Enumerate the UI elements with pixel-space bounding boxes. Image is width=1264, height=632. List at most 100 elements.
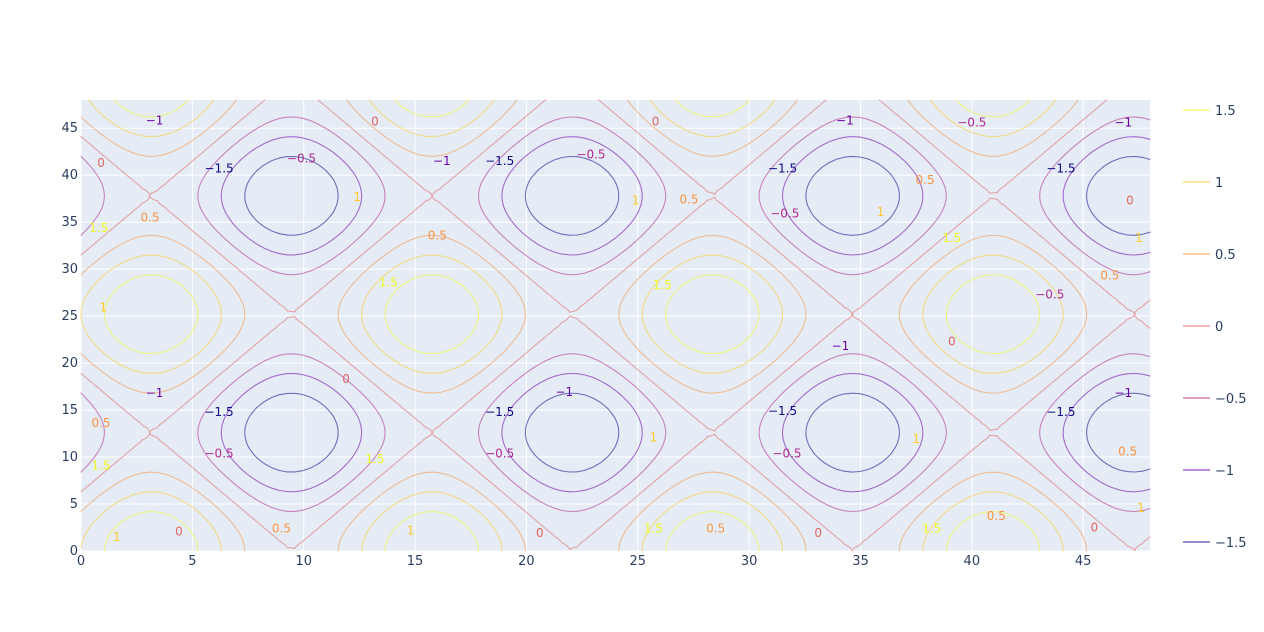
contour-label: 1: [1137, 501, 1145, 515]
contour-label: 1.5: [379, 275, 398, 289]
y-tick-label: 5: [70, 497, 78, 512]
contour-label: 1.5: [365, 452, 384, 466]
contour-label: 0.5: [140, 210, 159, 224]
contour-label: 0: [652, 115, 660, 129]
contour-line-−0.5: [80, 116, 1151, 513]
legend-item[interactable]: −0.5: [1183, 392, 1247, 407]
y-tick-label: 40: [61, 168, 78, 183]
x-tick-label: 20: [518, 554, 535, 569]
x-tick-label: 5: [188, 554, 196, 569]
plot-area-background: [81, 100, 1150, 551]
contour-label: 1.5: [653, 278, 672, 292]
contour-label: 1: [113, 530, 121, 544]
contour-line-1.5: [103, 99, 1041, 552]
legend-label: −0.5: [1215, 392, 1247, 407]
contour-label: −1.5: [205, 405, 234, 419]
contour-label: −0.5: [1035, 287, 1064, 301]
contour-label: −1: [836, 114, 854, 128]
contour-label: 1: [1135, 231, 1143, 245]
contour-label: −1.5: [1046, 162, 1075, 176]
y-axis-ticks: 0 5 10 15 20 25 30 35 40 45: [61, 121, 78, 559]
contour-label: −0.5: [576, 147, 605, 161]
contour-label: 1.5: [91, 458, 110, 472]
contour-label: 0.5: [706, 521, 725, 535]
contour-label: 1.5: [922, 521, 941, 535]
contour-label: −0.5: [772, 446, 801, 460]
legend-label: 0: [1215, 320, 1223, 335]
contour-label: −1.5: [485, 154, 514, 168]
contour-line-0: [80, 99, 1151, 552]
contour-label: −0.5: [485, 446, 514, 460]
legend-item[interactable]: 1: [1183, 176, 1223, 191]
contour-label: −0.5: [287, 151, 316, 165]
y-tick-label: 20: [61, 356, 78, 371]
x-tick-label: 35: [852, 554, 869, 569]
x-tick-label: 25: [629, 554, 646, 569]
contour-label: 0.5: [272, 521, 291, 535]
contour-label: 0: [342, 372, 350, 386]
legend-label: −1: [1215, 464, 1234, 479]
x-tick-label: 30: [741, 554, 758, 569]
contour-label: 0.5: [91, 416, 110, 430]
contour-labels: −1.5 −1.5 −1.5 −1.5 −1.5 −1.5 −1.5 −1.5 −1 −1 −1 −1…: [89, 114, 1145, 544]
contour-label: 0: [814, 526, 822, 540]
y-tick-label: 35: [61, 215, 78, 230]
contour-label: −1.5: [205, 162, 234, 176]
contour-line-0.5: [80, 99, 1088, 552]
contour-label: −1: [146, 114, 164, 128]
legend-item[interactable]: −1: [1183, 464, 1234, 479]
legend-label: 0.5: [1215, 248, 1236, 263]
contour-label: 0.5: [916, 173, 935, 187]
contour-label: −1: [146, 386, 164, 400]
contour-label: 0.5: [1118, 444, 1137, 458]
y-tick-label: 45: [61, 121, 78, 136]
legend-label: −1.5: [1215, 536, 1247, 551]
contour-label: −1: [555, 385, 573, 399]
legend-item[interactable]: −1.5: [1183, 536, 1247, 551]
y-tick-label: 10: [61, 450, 78, 465]
contour-label: −1.5: [768, 162, 797, 176]
contour-label: −0.5: [957, 116, 986, 130]
contour-label: 1.5: [644, 521, 663, 535]
contour-label: −1: [1114, 386, 1132, 400]
contour-label: −1.5: [1046, 405, 1075, 419]
x-axis-ticks: 0 5 10 15 20 25 30 35 40 45: [77, 554, 1092, 569]
contour-label: 1: [407, 523, 415, 537]
contour-line-1: [80, 99, 1064, 552]
y-tick-label: 15: [61, 403, 78, 418]
x-tick-label: 40: [964, 554, 981, 569]
contour-label: −1: [433, 154, 451, 168]
contour-label: −1: [832, 339, 850, 353]
contour-label: 0: [948, 334, 956, 348]
contour-label: 0: [1126, 194, 1134, 208]
contour-label: 0: [371, 115, 379, 129]
legend-item[interactable]: 0: [1183, 320, 1223, 335]
legend-item[interactable]: 1.5: [1183, 104, 1236, 119]
contour-label: 0: [175, 524, 183, 538]
x-tick-label: 10: [295, 554, 312, 569]
legend[interactable]: 1.5 1 0.5 0 −0.5 −1 −1.5: [1183, 104, 1247, 551]
contour-label: 0: [536, 526, 544, 540]
contour-label: −0.5: [770, 207, 799, 221]
legend-label: 1: [1215, 176, 1223, 191]
x-tick-label: 15: [407, 554, 424, 569]
contour-label: 1: [650, 430, 658, 444]
contour-label: 1: [877, 205, 885, 219]
contour-label: 1: [912, 432, 920, 446]
contour-label: 1: [632, 194, 640, 208]
x-tick-label: 0: [77, 554, 85, 569]
contour-label: 0.5: [428, 228, 447, 242]
contour-label: 0: [1091, 521, 1099, 535]
contour-label: 1.5: [89, 221, 108, 235]
contour-line-−1.5: [244, 155, 1151, 473]
contour-line-−1: [220, 136, 1151, 493]
y-tick-label: 30: [61, 262, 78, 277]
contour-label: −1.5: [485, 405, 514, 419]
legend-label: 1.5: [1215, 104, 1236, 119]
contour-label: 1: [353, 190, 361, 204]
legend-item[interactable]: 0.5: [1183, 248, 1236, 263]
contour-label: 0.5: [1100, 269, 1119, 283]
contour-label: −1: [1114, 116, 1132, 130]
contour-label: −0.5: [205, 446, 234, 460]
